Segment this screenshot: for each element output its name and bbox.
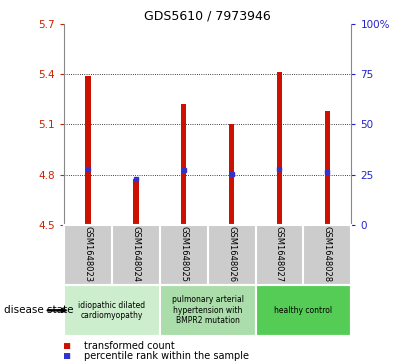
- Text: healthy control: healthy control: [275, 306, 332, 315]
- Bar: [229, 124, 234, 225]
- Bar: [181, 104, 187, 225]
- Text: GSM1648026: GSM1648026: [227, 226, 236, 282]
- Text: percentile rank within the sample: percentile rank within the sample: [84, 351, 249, 362]
- Bar: [256, 285, 351, 336]
- Bar: [64, 285, 159, 336]
- Title: GDS5610 / 7973946: GDS5610 / 7973946: [144, 9, 271, 23]
- Bar: [159, 285, 256, 336]
- Bar: [277, 72, 282, 225]
- Text: ■: ■: [64, 351, 76, 362]
- Bar: [133, 179, 139, 225]
- Text: ■: ■: [64, 340, 76, 351]
- Text: GSM1648024: GSM1648024: [131, 226, 140, 282]
- Text: GSM1648025: GSM1648025: [179, 226, 188, 282]
- Bar: [325, 111, 330, 225]
- Text: GSM1648027: GSM1648027: [275, 226, 284, 282]
- Text: idiopathic dilated
cardiomyopathy: idiopathic dilated cardiomyopathy: [78, 301, 145, 320]
- Bar: [85, 76, 90, 225]
- Text: GSM1648023: GSM1648023: [83, 226, 92, 282]
- Text: GSM1648028: GSM1648028: [323, 226, 332, 282]
- Text: disease state: disease state: [4, 305, 74, 315]
- Text: pulmonary arterial
hypertension with
BMPR2 mutation: pulmonary arterial hypertension with BMP…: [171, 295, 244, 325]
- Text: transformed count: transformed count: [84, 340, 175, 351]
